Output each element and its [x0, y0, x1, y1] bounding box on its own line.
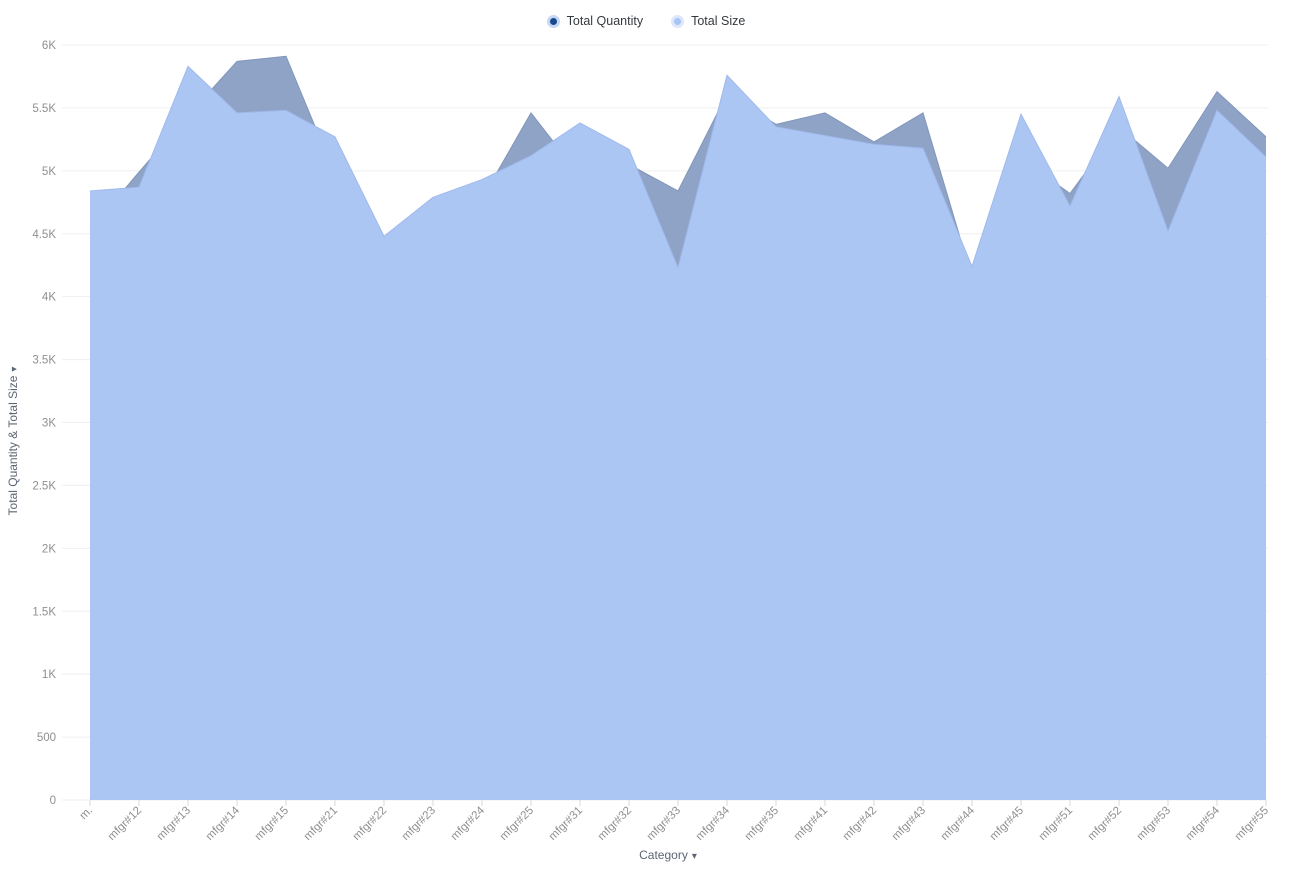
- total-size-area: [90, 66, 1266, 800]
- total-quantity-area-line: [89, 55, 1267, 280]
- x-tick-label: mfgr#23: [400, 805, 438, 843]
- x-tick-label: mfgr#34: [694, 804, 733, 843]
- legend-item-total-quantity[interactable]: Total Quantity: [546, 13, 644, 29]
- x-tick-label: mfgr#12: [106, 805, 144, 843]
- x-tick-label: mfgr#45: [988, 805, 1026, 843]
- x-tick-label: m.: [78, 805, 96, 823]
- y-tick-label: 2.5K: [32, 480, 56, 492]
- legend-label-total-size: Total Size: [691, 14, 746, 28]
- x-tick-label: mfgr#15: [253, 805, 291, 843]
- y-tick-label: 3.5K: [32, 355, 56, 367]
- legend-marker-total-size-icon: [671, 14, 685, 28]
- x-tick-label: mfgr#52: [1086, 805, 1124, 843]
- y-tick-label: 1.5K: [32, 606, 56, 618]
- x-tick-label: mfgr#22: [351, 805, 389, 843]
- y-axis-title[interactable]: Total Quantity & Total Size ▾: [6, 367, 20, 516]
- x-axis-title-text: Category: [639, 848, 688, 862]
- legend: Total Quantity Total Size: [0, 13, 1292, 29]
- x-tick-label: mfgr#41: [792, 805, 830, 843]
- x-tick-label: mfgr#25: [498, 805, 536, 843]
- x-tick-label: mfgr#42: [841, 805, 879, 843]
- y-tick-label: 3K: [42, 418, 56, 430]
- y-tick-label: 500: [37, 732, 56, 744]
- legend-marker-total-quantity-icon: [546, 14, 560, 28]
- caret-down-icon[interactable]: ▾: [9, 367, 20, 372]
- y-tick-label: 0: [50, 795, 56, 807]
- x-axis-title[interactable]: Category ▾: [639, 848, 697, 862]
- x-tick-label: mfgr#54: [1184, 804, 1223, 843]
- x-tick-label: mfgr#24: [449, 804, 488, 843]
- y-tick-label: 4K: [42, 292, 56, 304]
- x-tick-label: mfgr#14: [204, 804, 243, 843]
- x-tick-label: mfgr#33: [645, 805, 683, 843]
- y-tick-label: 5.5K: [32, 103, 56, 115]
- y-axis-title-text: Total Quantity & Total Size: [6, 375, 20, 515]
- y-tick-label: 1K: [42, 669, 56, 681]
- x-tick-label: mfgr#21: [302, 805, 340, 843]
- legend-label-total-quantity: Total Quantity: [566, 14, 644, 28]
- x-tick-label: mfgr#35: [743, 805, 781, 843]
- total-size-area-line: [89, 65, 1267, 270]
- y-tick-label: 6K: [42, 40, 56, 52]
- x-tick-label: mfgr#55: [1233, 805, 1271, 843]
- x-tick-label: mfgr#44: [939, 804, 978, 843]
- y-tick-label: 2K: [42, 543, 56, 555]
- x-tick-label: mfgr#32: [596, 805, 634, 843]
- caret-down-icon[interactable]: ▾: [692, 851, 697, 862]
- x-tick-label: mfgr#13: [155, 805, 193, 843]
- x-tick-label: mfgr#31: [547, 805, 585, 843]
- legend-item-total-size[interactable]: Total Size: [671, 13, 745, 29]
- x-tick-label: mfgr#53: [1135, 805, 1173, 843]
- y-tick-label: 5K: [42, 166, 56, 178]
- x-tick-label: mfgr#51: [1037, 805, 1075, 843]
- series-areas: [89, 55, 1267, 801]
- y-tick-label: 4.5K: [32, 229, 56, 241]
- x-tick-label: mfgr#43: [890, 805, 928, 843]
